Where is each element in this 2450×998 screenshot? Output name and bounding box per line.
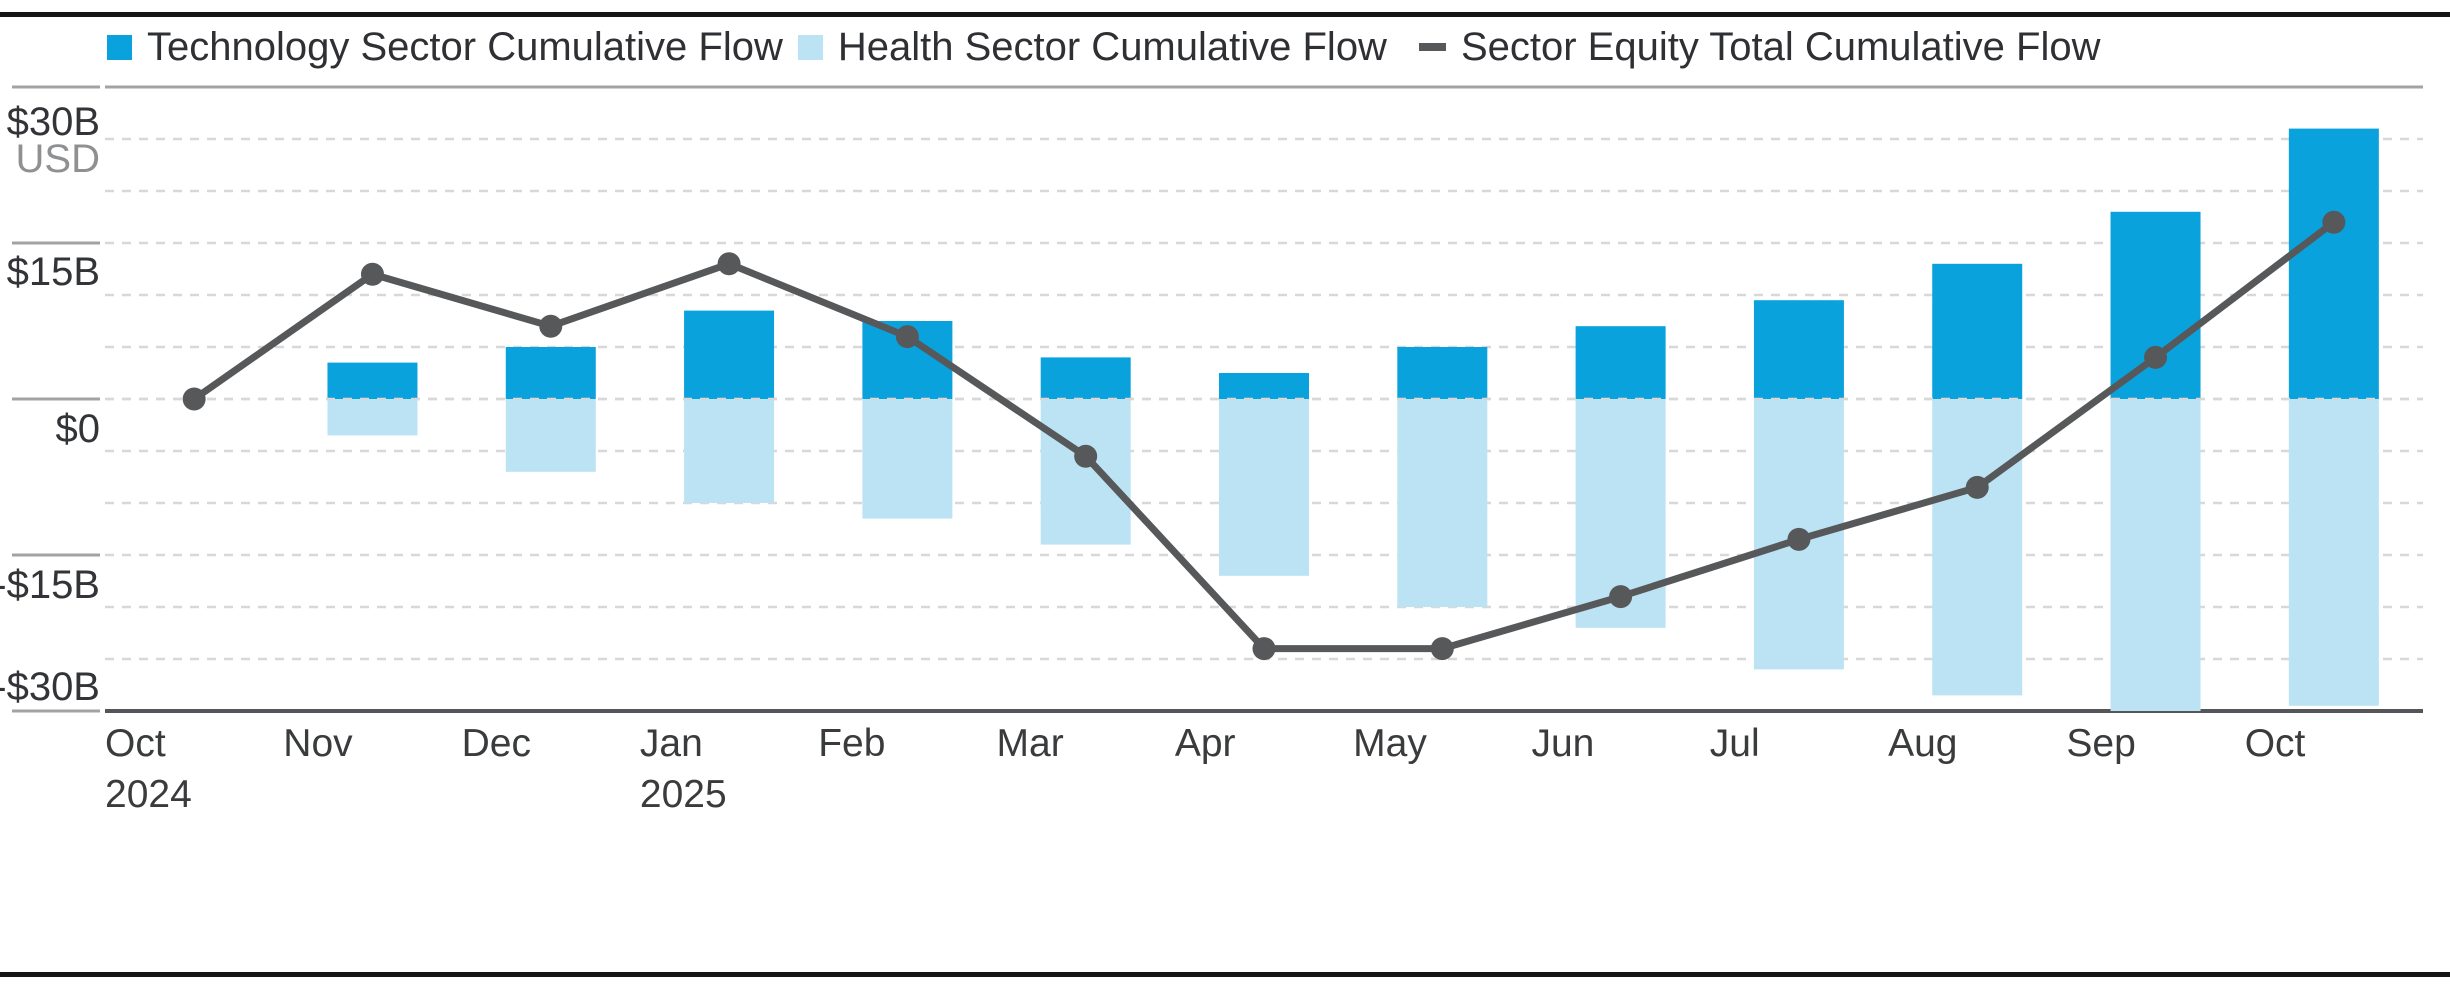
x-axis-label: Dec — [462, 722, 531, 765]
total-flow-point — [1965, 475, 1989, 499]
health-bar — [862, 399, 953, 519]
technology-bar — [327, 362, 418, 399]
health-bar — [505, 399, 596, 472]
legend-item-total: Sector Equity Total Cumulative Flow — [1418, 24, 2101, 70]
total-flow-point — [1430, 637, 1454, 661]
health-bar — [1219, 399, 1309, 576]
legend-label-health: Health Sector Cumulative Flow — [837, 24, 1387, 69]
total-flow-point — [2322, 210, 2346, 234]
x-axis-label: Oct — [2245, 722, 2306, 765]
health-swatch-icon — [797, 34, 823, 60]
legend-label-total: Sector Equity Total Cumulative Flow — [1460, 24, 2101, 69]
technology-bar — [2110, 211, 2201, 399]
health-bar — [327, 399, 418, 436]
technology-swatch-icon — [107, 34, 132, 60]
chart-legend: Technology Sector Cumulative Flow Health… — [107, 24, 2115, 70]
legend-item-technology: Technology Sector Cumulative Flow — [107, 25, 783, 70]
health-bar — [684, 399, 775, 503]
bottom-border-line — [0, 972, 2450, 977]
technology-bar — [684, 310, 775, 399]
y-axis-label: $30B — [7, 100, 100, 144]
x-axis-year-label: 2025 — [640, 773, 727, 816]
health-bar — [1040, 399, 1131, 545]
x-axis-label: Jan — [640, 722, 703, 765]
y-axis-label: -$30B — [0, 665, 100, 709]
y-axis-label: $0 — [56, 407, 101, 451]
technology-bar — [2288, 128, 2379, 399]
x-axis-year-label: 2024 — [105, 773, 192, 816]
health-bar — [1932, 399, 2023, 696]
total-flow-point — [360, 262, 384, 286]
y-axis-label: $15B — [7, 250, 100, 294]
x-axis-label: Apr — [1175, 722, 1236, 765]
y-axis-unit-label: USD — [16, 137, 100, 181]
x-axis-label: Aug — [1888, 722, 1957, 765]
y-axis-label: -$15B — [0, 563, 100, 607]
total-line-swatch-icon — [1418, 43, 1446, 51]
total-flow-point — [2144, 345, 2168, 369]
total-flow-point — [1252, 637, 1276, 661]
x-axis-label: Sep — [2066, 722, 2135, 765]
x-axis-label: Feb — [818, 722, 885, 765]
total-flow-point — [182, 387, 206, 411]
health-bar — [2288, 399, 2379, 706]
technology-bar — [1753, 300, 1844, 399]
legend-label-technology: Technology Sector Cumulative Flow — [147, 24, 783, 69]
technology-bar — [1040, 357, 1131, 399]
top-border-line — [0, 12, 2450, 17]
x-axis-label: Mar — [997, 722, 1064, 765]
technology-bar — [1397, 347, 1488, 399]
technology-bar — [505, 347, 596, 399]
total-flow-point — [1787, 527, 1811, 551]
x-axis-label: Nov — [283, 722, 353, 765]
total-flow-point — [717, 252, 741, 276]
technology-bar — [1219, 373, 1309, 399]
health-bar — [2110, 399, 2201, 711]
x-axis-label: Jul — [1710, 722, 1760, 765]
health-bar — [1397, 399, 1488, 607]
total-flow-point — [539, 314, 563, 338]
legend-item-health: Health Sector Cumulative Flow — [797, 24, 1387, 70]
x-axis-label: Oct — [105, 722, 166, 765]
technology-bar — [1575, 326, 1666, 399]
total-flow-point — [1609, 585, 1633, 609]
total-flow-point — [1074, 444, 1098, 468]
x-axis-label: Jun — [1531, 722, 1594, 765]
x-axis-label: May — [1353, 722, 1427, 765]
total-flow-point — [895, 325, 919, 349]
technology-bar — [1932, 263, 2023, 399]
